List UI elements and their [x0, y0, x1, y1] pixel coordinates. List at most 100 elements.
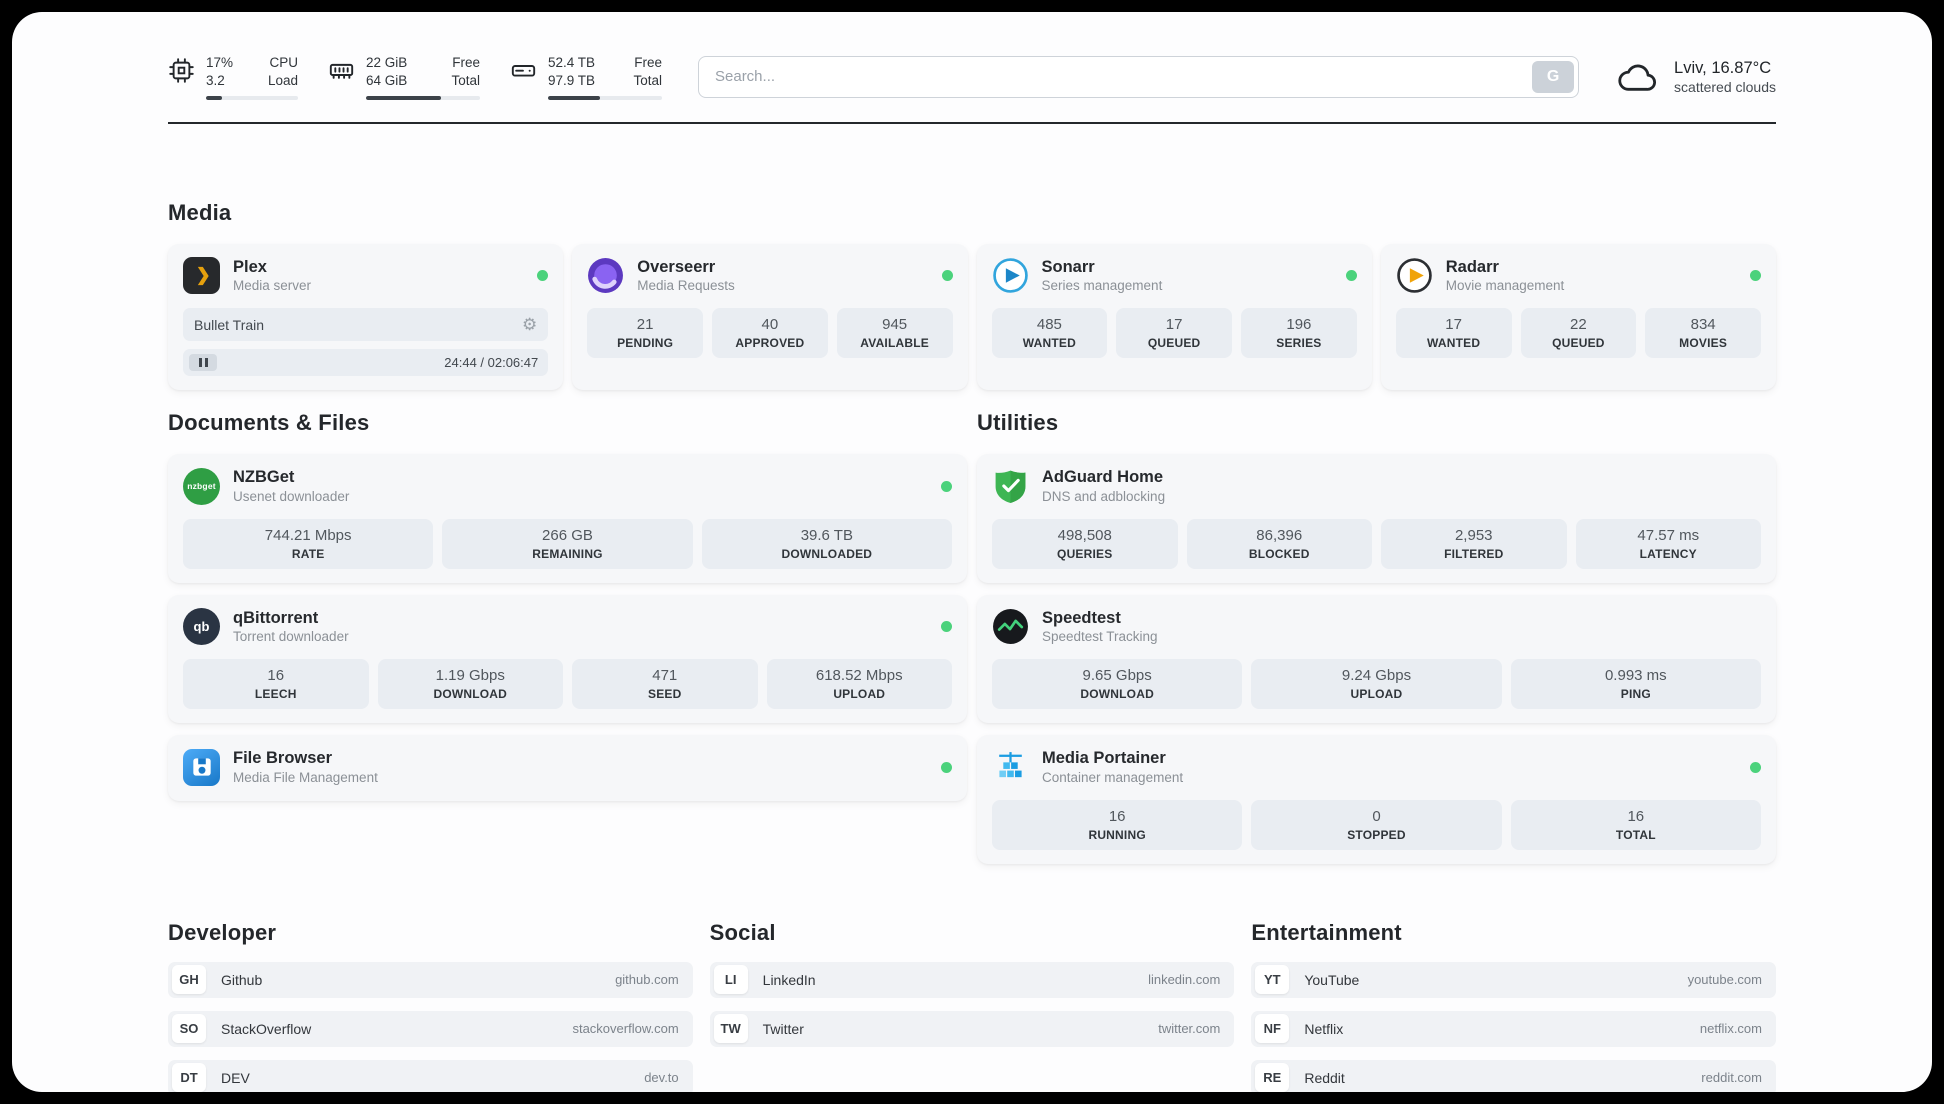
bookmark-group-developer: Developer GH Github github.com SO StackO… — [168, 920, 693, 1092]
search-engine-button[interactable]: G — [1532, 60, 1575, 93]
bookmark-name: LinkedIn — [762, 971, 816, 988]
memory-monitor: 22 GiB Free 64 GiB Total — [328, 54, 480, 100]
section-title-utilities: Utilities — [977, 410, 1059, 436]
radarr-icon — [1396, 257, 1433, 294]
section-title-documents: Documents & Files — [168, 410, 370, 436]
memory-total-row: 64 GiB Total — [366, 72, 480, 88]
bookmark-row[interactable]: RE Reddit reddit.com — [1251, 1059, 1776, 1092]
app-name: Media Portainer — [1042, 749, 1166, 768]
stat-box: 9.65 Gbps DOWNLOAD — [992, 659, 1243, 710]
pause-icon[interactable] — [189, 354, 217, 372]
app-name: Speedtest — [1042, 608, 1121, 627]
section-title-entertainment: Entertainment — [1251, 919, 1402, 945]
storage-total-row: 97.9 TB Total — [548, 72, 662, 88]
stat-box: 16 TOTAL — [1510, 799, 1761, 850]
playback-time: 24:44 / 02:06:47 — [444, 355, 539, 371]
app-card-portainer[interactable]: Media Portainer Container management 16 … — [977, 735, 1776, 864]
app-subtitle: Movie management — [1445, 278, 1565, 294]
bookmark-name: YouTube — [1304, 971, 1360, 988]
bookmark-url: linkedin.com — [1148, 972, 1221, 988]
qbittorrent-icon: qb — [183, 608, 220, 646]
stat-box: 618.52 Mbps UPLOAD — [766, 659, 952, 710]
bookmark-row[interactable]: YT YouTube youtube.com — [1251, 961, 1776, 998]
top-bar: 17% CPU 3.2 Load 22 GiB Fre — [168, 54, 1776, 100]
section-title-social: Social — [709, 919, 776, 945]
bookmark-name: Github — [221, 971, 263, 988]
speedtest-icon — [992, 608, 1029, 645]
storage-progress-fill — [548, 95, 601, 100]
cpu-usage-row: 17% CPU — [206, 55, 298, 70]
cpu-chip-icon — [169, 58, 194, 83]
app-name: NZBGet — [233, 468, 295, 487]
weather-widget: Lviv, 16.87°C scattered clouds — [1615, 59, 1776, 95]
bookmark-favicon: GH — [172, 965, 206, 995]
bookmark-favicon: LI — [713, 965, 748, 995]
app-card-speedtest[interactable]: Speedtest Speedtest Tracking 9.65 Gbps D… — [977, 594, 1776, 724]
nzbget-icon: nzbget — [183, 467, 220, 505]
stat-box: 0.993 ms PING — [1510, 659, 1761, 710]
documents-column: Documents & Files nzbget NZBGet Usenet d… — [168, 410, 967, 813]
app-card-plex[interactable]: Plex Media server Bullet Train ⚙ 24:44 /… — [168, 243, 564, 391]
status-online-dot — [941, 761, 952, 773]
bookmark-row[interactable]: SO StackOverflow stackoverflow.com — [168, 1010, 693, 1047]
status-online-dot — [941, 270, 953, 282]
app-card-nzbget[interactable]: nzbget NZBGet Usenet downloader 744.21 M… — [168, 454, 967, 583]
bookmark-row[interactable]: DT DEV dev.to — [168, 1059, 693, 1092]
cpu-progress-fill — [206, 95, 222, 100]
bookmark-url: reddit.com — [1701, 1070, 1762, 1086]
stat-box: 945 AVAILABLE — [836, 308, 953, 359]
bookmark-favicon: RE — [1255, 1063, 1290, 1092]
bookmark-favicon: SO — [172, 1014, 206, 1044]
app-card-overseerr[interactable]: Overseerr Media Requests 21 PENDING 40 A… — [572, 243, 968, 391]
app-name: Radarr — [1445, 257, 1499, 276]
bookmark-name: Netflix — [1304, 1020, 1344, 1037]
stat-box: 16 RUNNING — [992, 799, 1243, 850]
app-subtitle: Torrent downloader — [233, 629, 349, 645]
sonarr-icon — [992, 257, 1029, 294]
search-input[interactable] — [698, 55, 1580, 98]
bookmark-row[interactable]: TW Twitter twitter.com — [709, 1010, 1235, 1047]
section-title-media: Media — [168, 199, 232, 225]
stat-box: 40 APPROVED — [712, 308, 828, 359]
stat-box: 266 GB REMAINING — [442, 518, 693, 569]
memory-progress-fill — [366, 95, 442, 100]
stat-box: 86,396 BLOCKED — [1186, 518, 1372, 569]
adguard-icon — [992, 468, 1029, 505]
bookmark-row[interactable]: LI LinkedIn linkedin.com — [709, 961, 1235, 998]
app-name: Plex — [233, 257, 267, 276]
gear-icon[interactable]: ⚙ — [522, 315, 538, 335]
stat-box: 196 SERIES — [1241, 308, 1357, 359]
app-card-radarr[interactable]: Radarr Movie management 17 WANTED 22 QUE… — [1380, 243, 1776, 391]
cpu-progress-bar — [206, 95, 298, 100]
app-subtitle: Series management — [1041, 278, 1163, 294]
app-card-sonarr[interactable]: Sonarr Series management 485 WANTED 17 Q… — [976, 243, 1372, 391]
stat-box: 2,953 FILTERED — [1381, 518, 1567, 569]
bookmark-favicon: DT — [172, 1063, 206, 1092]
bookmark-favicon: YT — [1255, 965, 1290, 995]
hard-drive-icon — [511, 65, 536, 77]
dashboard-window: 17% CPU 3.2 Load 22 GiB Fre — [12, 12, 1932, 1092]
app-card-filebrowser[interactable]: File Browser Media File Management — [168, 735, 967, 801]
bookmark-name: DEV — [221, 1069, 250, 1086]
bookmark-url: github.com — [615, 972, 679, 988]
bookmark-name: Reddit — [1304, 1069, 1345, 1086]
portainer-icon — [992, 749, 1029, 786]
stat-box: 471 SEED — [572, 659, 758, 710]
cpu-load-row: 3.2 Load — [206, 72, 298, 88]
bookmark-row[interactable]: GH Github github.com — [168, 961, 693, 998]
app-name: Sonarr — [1041, 257, 1095, 276]
app-name: qBittorrent — [233, 608, 319, 627]
app-card-adguard[interactable]: AdGuard Home DNS and adblocking 498,508 … — [977, 454, 1776, 583]
stat-box: 498,508 QUERIES — [992, 518, 1178, 569]
app-name: Overseerr — [637, 257, 716, 276]
section-title-developer: Developer — [168, 919, 277, 945]
stat-box: 834 MOVIES — [1645, 308, 1761, 359]
status-online-dot — [941, 621, 952, 633]
stat-box: 9.24 Gbps UPLOAD — [1251, 659, 1502, 710]
bookmark-url: dev.to — [644, 1070, 679, 1086]
app-card-qbittorrent[interactable]: qb qBittorrent Torrent downloader 16 LEE… — [168, 594, 967, 724]
bookmark-name: Twitter — [762, 1020, 804, 1037]
app-subtitle: Media Requests — [637, 278, 735, 294]
app-subtitle: Container management — [1042, 769, 1184, 785]
bookmark-row[interactable]: NF Netflix netflix.com — [1251, 1010, 1776, 1047]
